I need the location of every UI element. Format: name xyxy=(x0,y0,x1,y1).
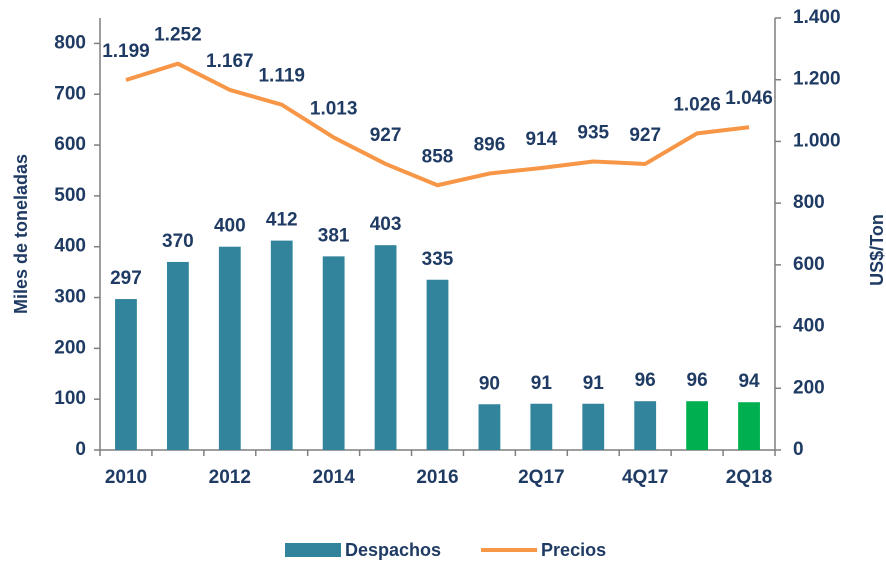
y2-axis-label: US$/Ton xyxy=(867,214,886,286)
y-tick-label: 700 xyxy=(54,83,86,104)
y-axis-label: Miles de toneladas xyxy=(11,154,31,314)
y2-tick-label: 1.400 xyxy=(793,7,841,28)
bar xyxy=(634,401,657,450)
bar xyxy=(582,403,605,450)
line xyxy=(125,61,750,188)
y-tick-label: 400 xyxy=(54,236,86,257)
y2-tick-label: 800 xyxy=(793,192,825,213)
bar-value-label: 403 xyxy=(370,214,402,235)
bar-value-label: 335 xyxy=(422,249,454,270)
bar xyxy=(686,401,709,450)
bar xyxy=(115,299,137,450)
legend-label: Precios xyxy=(541,540,606,560)
x-tick-label: 2Q18 xyxy=(726,467,772,488)
line-value-label: 1.252 xyxy=(154,25,202,46)
y-tick-label: 200 xyxy=(54,337,86,358)
bar xyxy=(166,261,189,450)
bar-value-label: 412 xyxy=(266,210,298,231)
bar-value-label: 91 xyxy=(531,373,553,394)
bar xyxy=(738,402,760,450)
x-tick-label: 2Q17 xyxy=(518,467,564,488)
bar-value-label: 91 xyxy=(583,373,605,394)
bar xyxy=(322,256,345,450)
y-tick-label: 300 xyxy=(54,287,86,308)
bar xyxy=(218,246,241,450)
bar-value-label: 96 xyxy=(687,370,708,391)
bar-value-label: 370 xyxy=(162,231,194,252)
bar xyxy=(374,245,397,450)
y2-tick-label: 600 xyxy=(793,254,825,275)
bar-value-label: 90 xyxy=(479,373,500,394)
line-value-label: 896 xyxy=(474,135,506,156)
legend-label: Despachos xyxy=(345,540,441,560)
bar-value-label: 297 xyxy=(110,268,142,289)
y-tick-label: 0 xyxy=(75,439,86,460)
bar xyxy=(270,240,293,450)
legend-swatch xyxy=(285,543,341,557)
line-value-label: 914 xyxy=(525,129,557,150)
x-tick-label: 2014 xyxy=(313,467,356,488)
line-value-label: 927 xyxy=(629,125,661,146)
x-tick-label: 4Q17 xyxy=(622,467,668,488)
y-tick-label: 600 xyxy=(54,134,86,155)
y2-tick-label: 1.200 xyxy=(793,69,841,90)
line-value-label: 1.046 xyxy=(725,88,773,109)
y2-tick-label: 1.000 xyxy=(793,130,841,151)
line-value-label: 935 xyxy=(577,123,609,144)
line-value-label: 1.119 xyxy=(258,66,305,87)
line-value-label: 1.013 xyxy=(310,98,358,119)
bar-value-label: 94 xyxy=(738,371,760,392)
y-tick-label: 500 xyxy=(54,185,86,206)
x-tick-label: 2010 xyxy=(105,467,147,488)
bar xyxy=(426,279,449,450)
x-tick-label: 2016 xyxy=(416,467,458,488)
line-value-label: 927 xyxy=(370,125,402,146)
bar-value-label: 96 xyxy=(635,370,656,391)
line-value-label: 1.167 xyxy=(206,51,254,72)
bar-value-label: 381 xyxy=(318,225,350,246)
bar-value-label: 400 xyxy=(214,216,246,237)
y2-tick-label: 0 xyxy=(793,439,804,460)
line-value-label: 1.199 xyxy=(102,41,150,62)
line-value-label: 1.026 xyxy=(673,94,721,115)
y-tick-label: 100 xyxy=(54,388,86,409)
line-value-label: 858 xyxy=(422,146,454,167)
y-tick-label: 800 xyxy=(54,32,86,53)
y2-tick-label: 400 xyxy=(793,316,825,337)
bar xyxy=(530,403,553,450)
bar xyxy=(478,404,501,450)
x-tick-label: 2012 xyxy=(209,467,251,488)
y2-tick-label: 200 xyxy=(793,377,825,398)
